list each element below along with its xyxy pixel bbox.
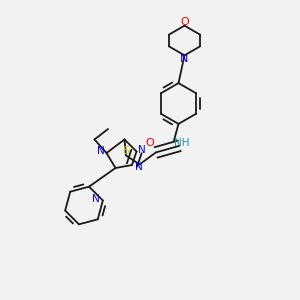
Text: N: N [138, 145, 146, 155]
Text: S: S [122, 146, 130, 156]
Text: N: N [180, 54, 189, 64]
Text: O: O [180, 17, 189, 27]
Text: N: N [92, 194, 100, 204]
Text: N: N [135, 161, 142, 172]
Text: NH: NH [174, 138, 189, 148]
Text: N: N [97, 146, 105, 157]
Text: O: O [146, 138, 154, 148]
